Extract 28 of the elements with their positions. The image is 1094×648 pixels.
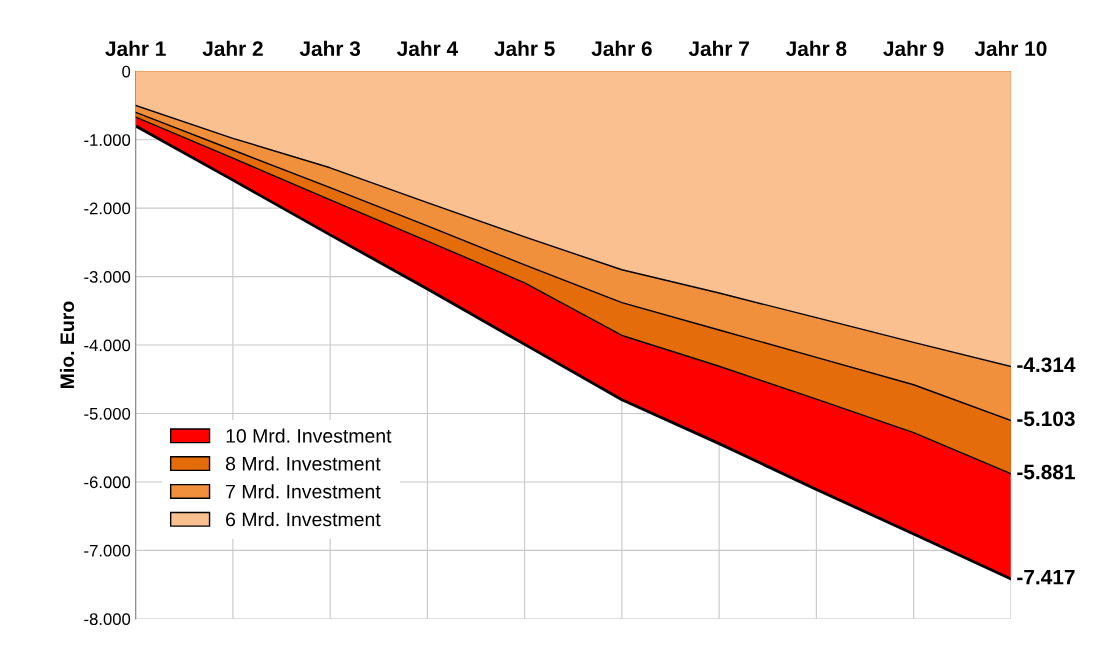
x-tick-label: Jahr 1 <box>105 40 166 57</box>
x-tick-label: Jahr 2 <box>202 40 263 57</box>
x-tick-label: Jahr 10 <box>974 40 1047 57</box>
x-tick-label: Jahr 4 <box>397 40 458 57</box>
legend-label: 6 Mrd. Investment <box>226 512 381 527</box>
data-label: -4.314 <box>1017 357 1076 373</box>
y-tick-label: -8.000 <box>84 613 131 626</box>
legend-label: 8 Mrd. Investment <box>225 456 381 471</box>
x-tick-label: Jahr 6 <box>591 40 652 57</box>
y-tick-label: 0 <box>122 65 131 78</box>
data-label: -7.417 <box>1017 569 1075 585</box>
legend-label: 10 Mrd. Investment <box>226 428 392 443</box>
data-label: -5.103 <box>1017 411 1075 427</box>
y-tick-label: -7.000 <box>84 544 131 557</box>
legend-label: 7 Mrd. Investment <box>226 484 381 499</box>
y-tick-label: -1.000 <box>84 134 131 146</box>
x-tick-label: Jahr 9 <box>883 40 944 57</box>
y-tick-label: -3.000 <box>84 271 131 283</box>
y-tick-label: -6.000 <box>84 476 131 489</box>
x-tick-label: Jahr 7 <box>688 40 749 57</box>
y-tick-label: -2.000 <box>84 202 131 215</box>
data-label: -5.881 <box>1017 464 1075 480</box>
y-tick-label: -5.000 <box>84 407 131 420</box>
x-tick-label: Jahr 3 <box>299 40 361 57</box>
y-tick-label: -4.000 <box>84 339 131 352</box>
x-tick-label: Jahr 5 <box>494 40 555 57</box>
x-tick-label: Jahr 8 <box>785 40 847 57</box>
y-axis-title: Mio. Euro <box>59 301 75 389</box>
